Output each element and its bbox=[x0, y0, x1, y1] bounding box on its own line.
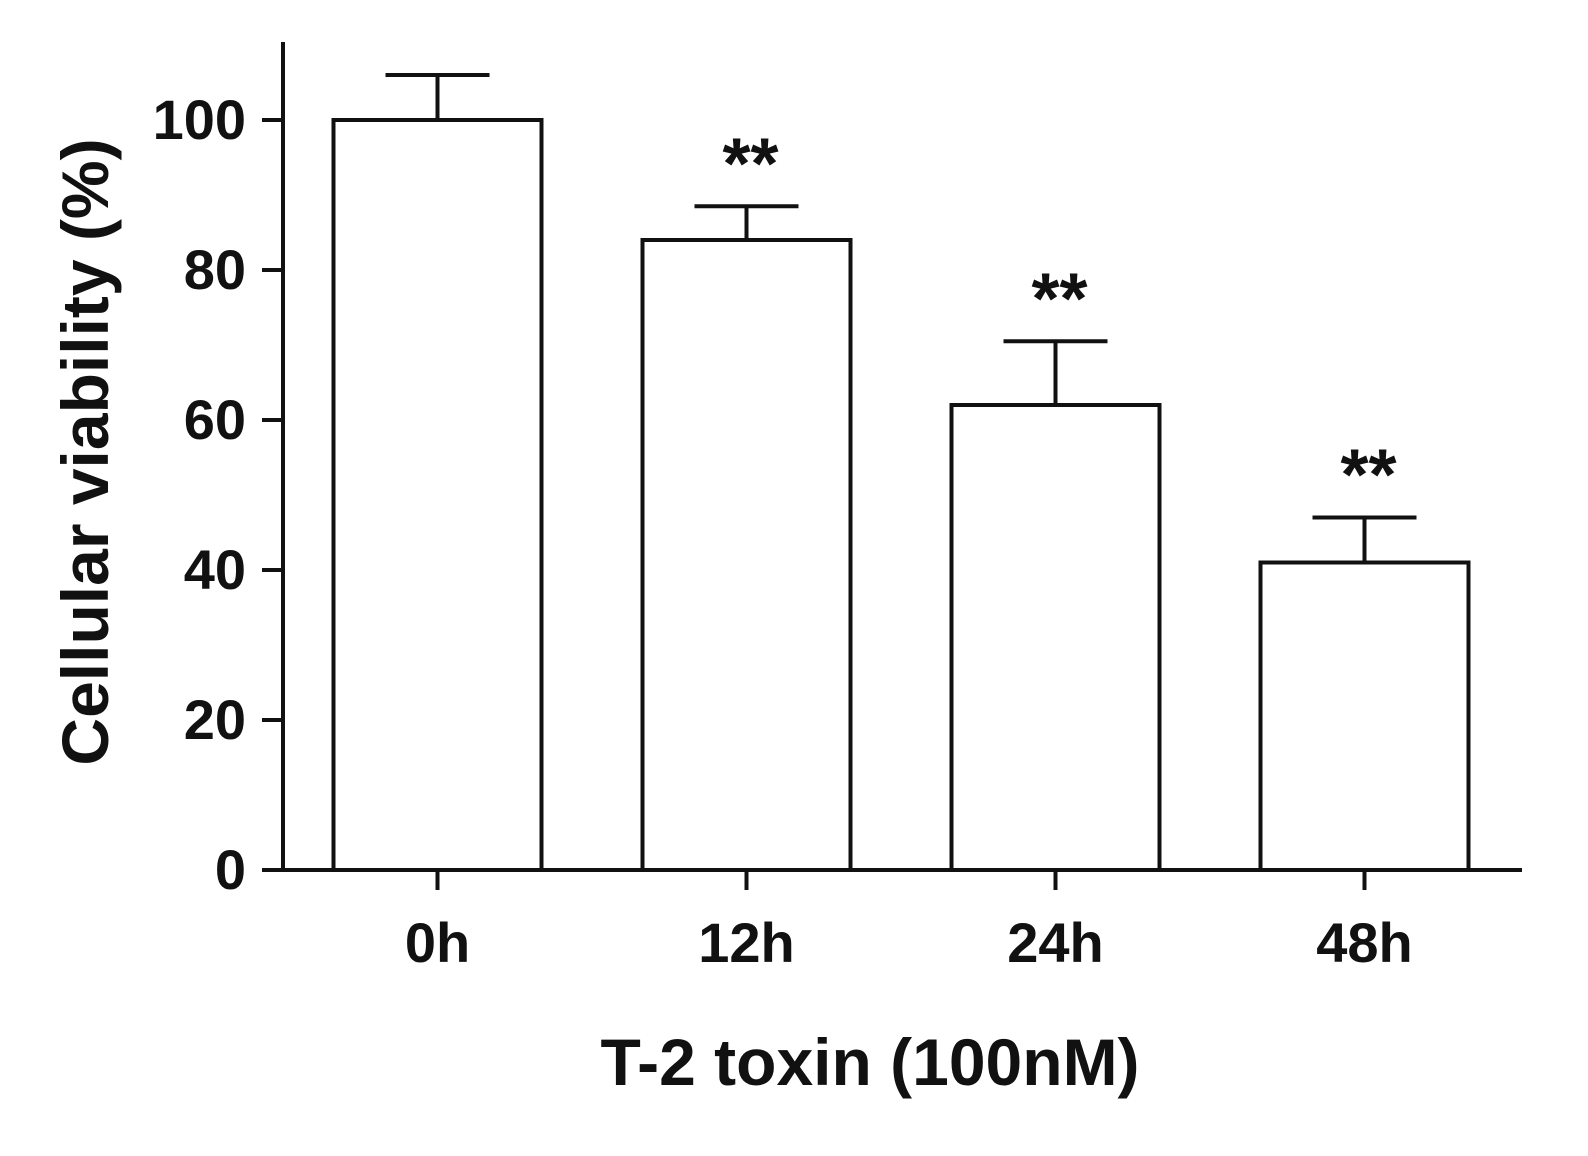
significance-marker: ** bbox=[1340, 436, 1396, 516]
bar-24h bbox=[949, 403, 1162, 872]
x-tick-label: 0h bbox=[405, 911, 470, 974]
x-tick-label: 48h bbox=[1316, 911, 1413, 974]
x-axis-title: T-2 toxin (100nM) bbox=[600, 1025, 1139, 1099]
significance-marker: ** bbox=[722, 124, 778, 204]
significance-marker: ** bbox=[1031, 259, 1087, 339]
bar-12h bbox=[640, 238, 853, 872]
y-tick-label: 60 bbox=[184, 388, 246, 451]
y-tick-label: 100 bbox=[153, 88, 246, 151]
y-tick-label: 0 bbox=[215, 838, 246, 901]
ticks-layer: 0 20 40 60 80 100 0h 12h 24h 48h bbox=[153, 88, 1413, 974]
x-tick-label: 24h bbox=[1007, 911, 1104, 974]
axes-layer bbox=[262, 42, 1522, 872]
x-tick-label: 12h bbox=[698, 911, 795, 974]
bar-0h bbox=[331, 118, 544, 872]
y-axis-title: Cellular viability (%) bbox=[48, 138, 122, 765]
bar-48h bbox=[1258, 560, 1471, 872]
y-tick-label: 80 bbox=[184, 238, 246, 301]
y-tick-label: 20 bbox=[184, 688, 246, 751]
y-tick-label: 40 bbox=[184, 538, 246, 601]
bars-layer: ** ** ** bbox=[331, 73, 1471, 872]
